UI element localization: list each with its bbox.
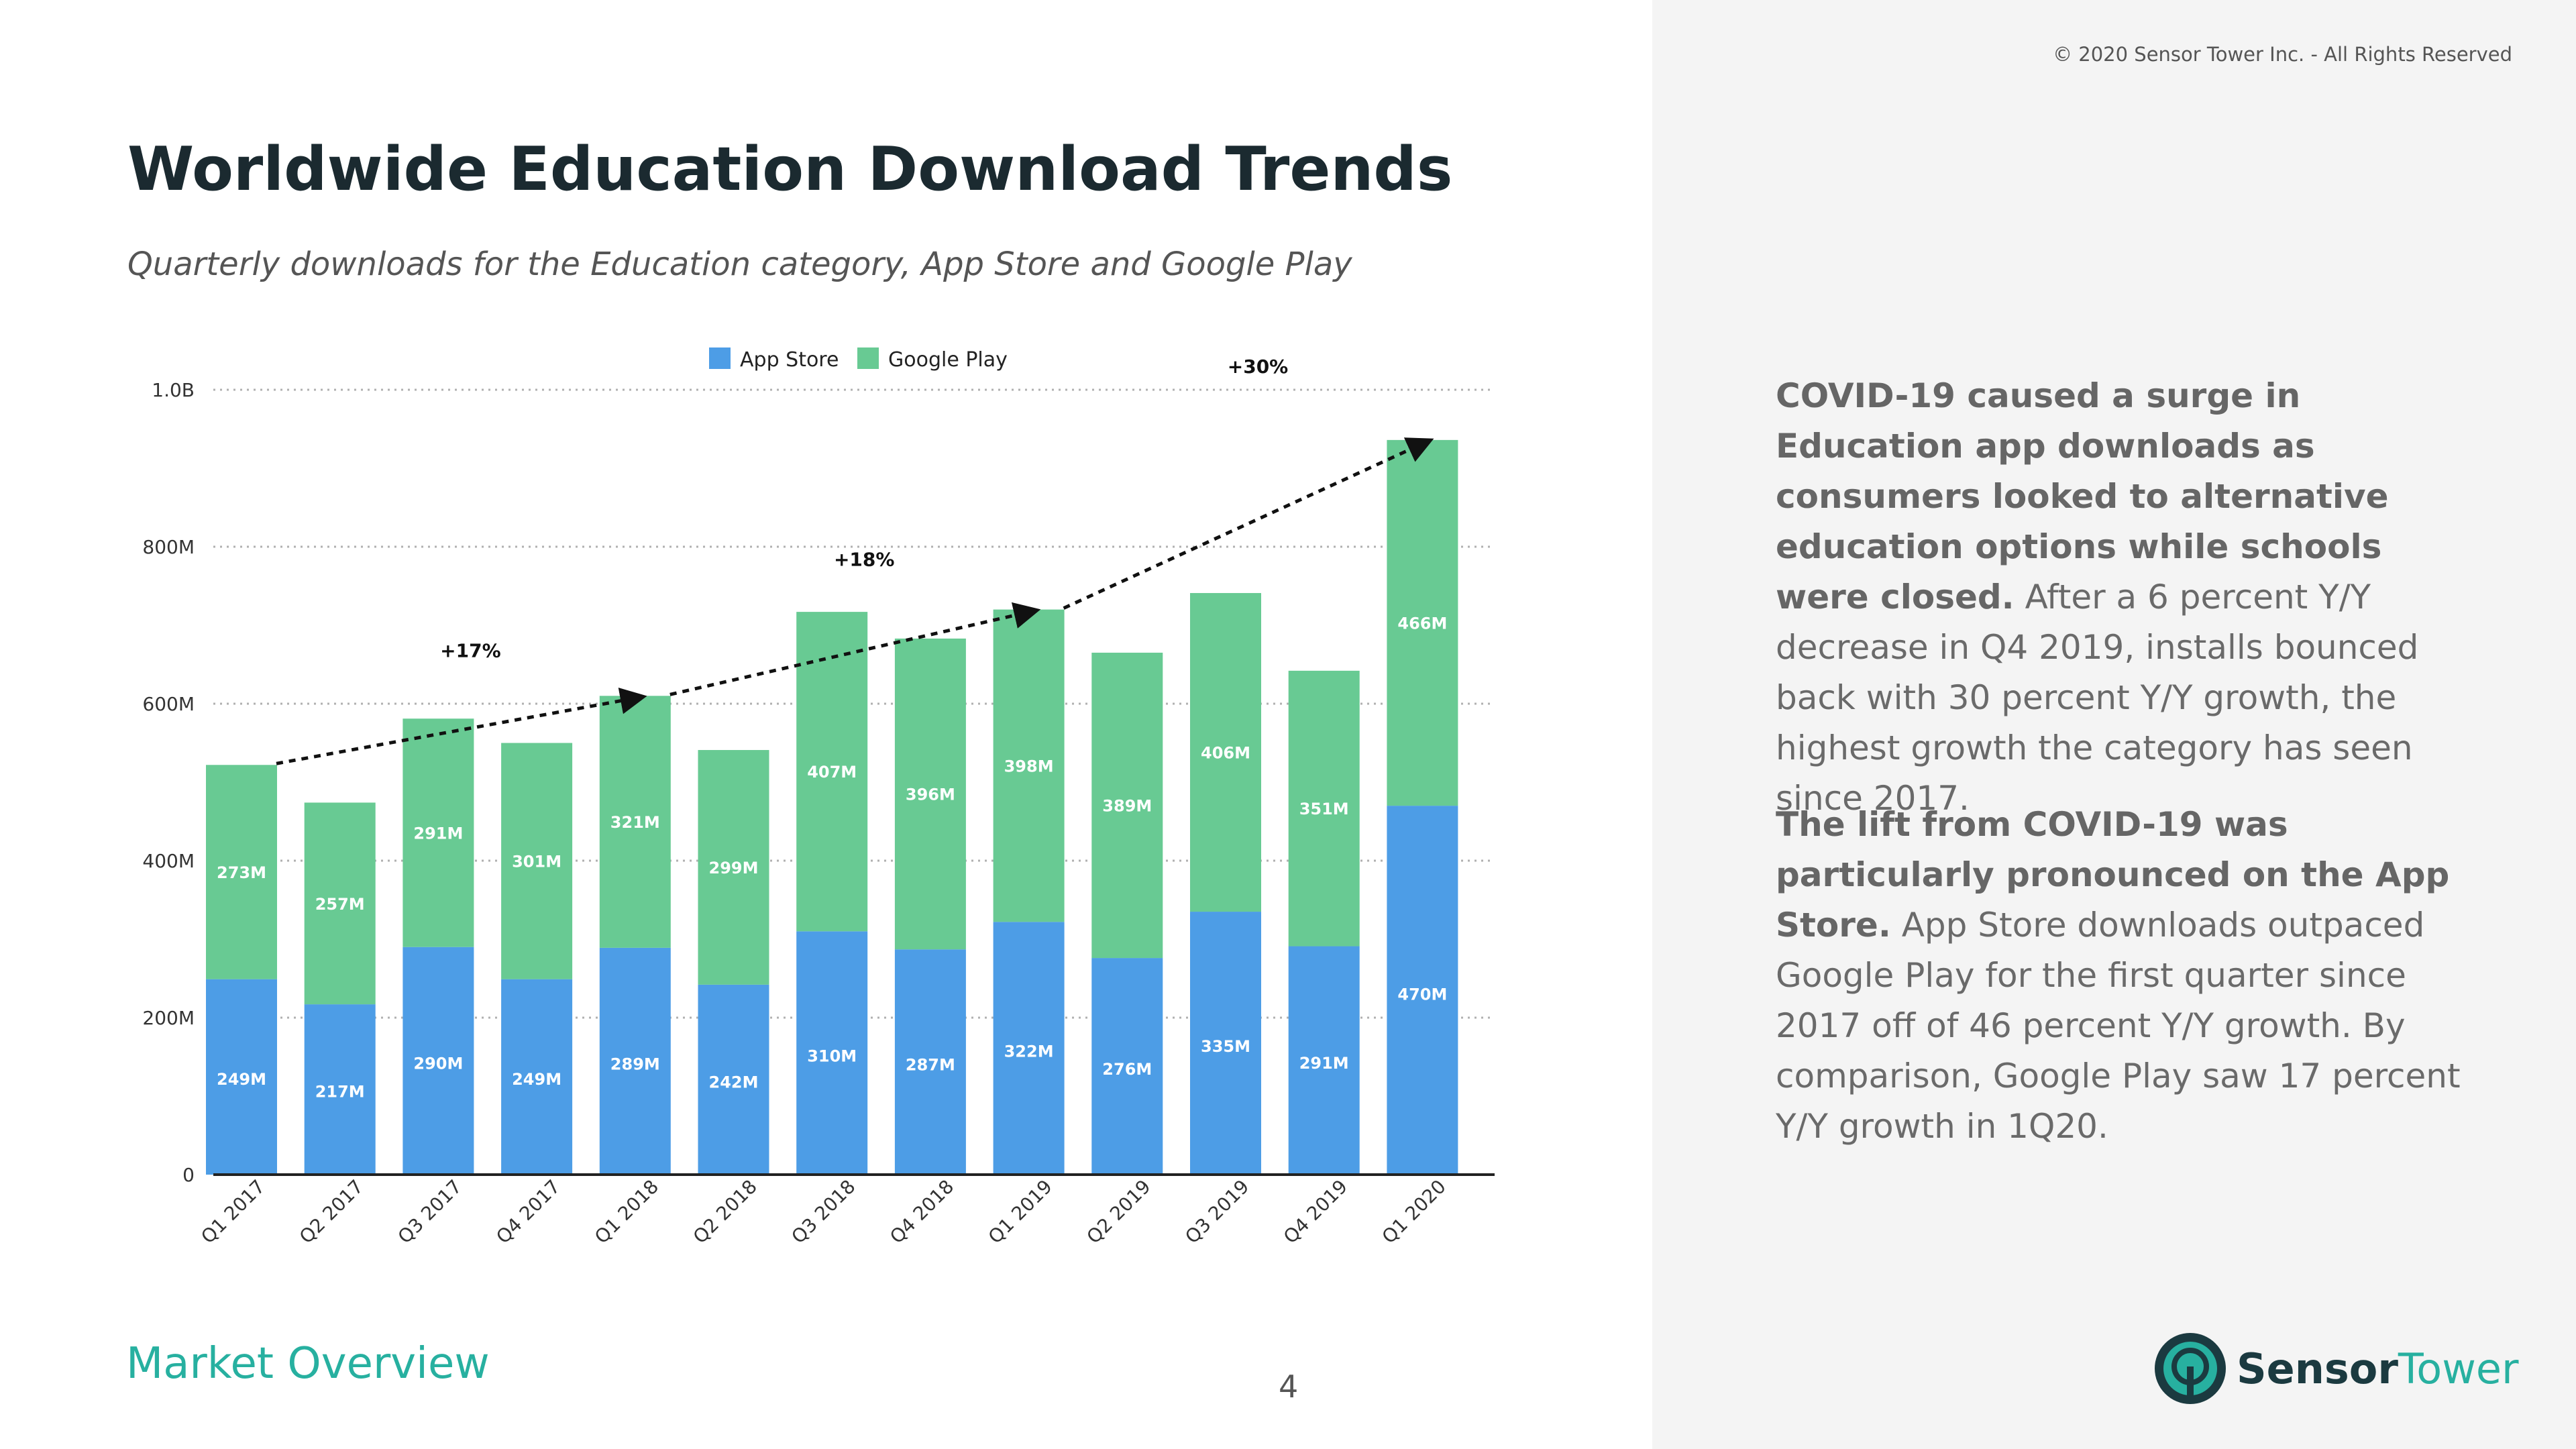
bar-value-label-google-play: 321M: [610, 813, 660, 832]
x-tick-label: Q4 2019: [1279, 1175, 1352, 1248]
bar-google-play: [402, 718, 474, 947]
growth-arrow: [669, 602, 1041, 696]
bar-app-store: [1288, 946, 1360, 1175]
growth-annotation-label: +18%: [834, 549, 894, 571]
bar-value-label-app-store: 335M: [1201, 1037, 1250, 1056]
x-tick-label: Q1 2017: [197, 1175, 269, 1248]
bar-value-label-app-store: 276M: [1102, 1060, 1152, 1079]
bar-app-store: [894, 949, 966, 1175]
section-label: Market Overview: [126, 1339, 490, 1389]
x-tick-label: Q1 2018: [590, 1175, 663, 1248]
bar-app-store: [501, 979, 573, 1175]
logo-brand-light: Tower: [2398, 1344, 2519, 1393]
bar-value-label-google-play: 396M: [906, 786, 955, 804]
legend-swatch: [709, 347, 731, 369]
bar-value-label-google-play: 301M: [512, 853, 561, 871]
insight-2-text: App Store downloads outpaced Google Play…: [1776, 906, 2461, 1146]
legend-label: Google Play: [888, 348, 1008, 372]
y-tick-label: 800M: [142, 536, 195, 558]
bar-value-label-app-store: 249M: [217, 1070, 266, 1089]
bar-value-label-google-play: 466M: [1397, 614, 1447, 633]
bar-app-store: [1190, 912, 1261, 1175]
growth-annotation-label: +17%: [440, 640, 500, 662]
bar-value-label-app-store: 242M: [709, 1073, 759, 1091]
x-tick-label: Q3 2018: [787, 1175, 859, 1248]
bar-value-label-google-play: 291M: [413, 824, 463, 843]
y-tick-label: 0: [182, 1164, 195, 1186]
insight-1-bold: COVID-19 caused a surge in Education app…: [1776, 376, 2389, 616]
bar-google-play: [698, 750, 769, 985]
bar-google-play: [1288, 670, 1360, 947]
x-tick-label: Q2 2017: [295, 1175, 368, 1248]
bar-value-label-app-store: 290M: [413, 1055, 463, 1073]
bar-google-play: [501, 743, 573, 979]
bar-google-play: [894, 638, 966, 950]
insight-paragraph-1: COVID-19 caused a surge in Education app…: [1776, 371, 2473, 824]
bar-value-label-app-store: 291M: [1299, 1054, 1349, 1073]
bar-value-label-app-store: 310M: [807, 1046, 857, 1065]
bar-app-store: [402, 947, 474, 1175]
bar-app-store: [796, 931, 868, 1175]
page-title: Worldwide Education Download Trends: [127, 134, 1453, 205]
bar-value-label-google-play: 351M: [1299, 800, 1349, 818]
bar-google-play: [796, 612, 868, 932]
insight-2-bold: The lift from COVID-19 was particularly …: [1776, 805, 2450, 945]
growth-annotation-label: +30%: [1228, 356, 1288, 378]
bar-google-play: [1387, 439, 1458, 806]
page-number: 4: [1279, 1368, 1299, 1405]
x-tick-label: Q2 2019: [1082, 1175, 1155, 1248]
x-tick-label: Q2 2018: [689, 1175, 761, 1248]
bar-google-play: [304, 802, 376, 1005]
x-tick-label: Q3 2017: [394, 1175, 466, 1248]
right-panel: [1652, 0, 2576, 1449]
sensortower-logo: SensorTower: [2153, 1328, 2519, 1409]
bar-app-store: [206, 979, 277, 1175]
y-tick-label: 600M: [142, 693, 195, 715]
bar-value-label-app-store: 322M: [1004, 1042, 1054, 1061]
bar-app-store: [698, 984, 769, 1175]
bar-value-label-app-store: 249M: [512, 1070, 561, 1089]
bar-value-label-google-play: 407M: [807, 763, 857, 782]
y-tick-label: 200M: [142, 1007, 195, 1029]
page-subtitle: Quarterly downloads for the Education ca…: [127, 246, 1352, 283]
sensortower-logo-icon: [2155, 1333, 2226, 1404]
bar-app-store: [1091, 958, 1163, 1175]
bar-app-store: [599, 947, 671, 1175]
bar-value-label-app-store: 289M: [610, 1055, 660, 1073]
bar-value-label-google-play: 299M: [709, 859, 759, 877]
insight-paragraph-2: The lift from COVID-19 was particularly …: [1776, 800, 2473, 1152]
bar-value-label-app-store: 287M: [906, 1055, 955, 1074]
growth-arrow: [1063, 437, 1434, 610]
bar-value-label-google-play: 406M: [1201, 744, 1250, 763]
y-tick-label: 400M: [142, 850, 195, 872]
bar-google-play: [599, 696, 671, 948]
bar-value-label-google-play: 273M: [217, 863, 266, 882]
legend-label: App Store: [740, 348, 839, 372]
legend-swatch: [857, 347, 879, 369]
bar-value-label-google-play: 398M: [1004, 757, 1054, 775]
bar-value-label-app-store: 217M: [315, 1083, 365, 1102]
copyright-notice: © 2020 Sensor Tower Inc. - All Rights Re…: [2053, 43, 2512, 66]
bar-app-store: [304, 1004, 376, 1175]
bar-google-play: [206, 765, 277, 979]
growth-arrow: [276, 688, 647, 765]
bar-app-store: [1387, 806, 1458, 1175]
bar-google-play: [1091, 652, 1163, 959]
x-tick-label: Q1 2020: [1378, 1175, 1450, 1248]
bar-google-play: [1190, 593, 1261, 912]
bar-value-label-app-store: 470M: [1397, 985, 1447, 1004]
logo-wordmark: SensorTower: [2237, 1344, 2519, 1393]
bar-value-label-google-play: 389M: [1102, 797, 1152, 816]
x-tick-label: Q4 2017: [492, 1175, 564, 1248]
x-tick-label: Q4 2018: [885, 1175, 958, 1248]
y-tick-label: 1.0B: [152, 379, 195, 401]
chart: 0 200M 400M 600M 800M 1.0B App Store Google Pla…: [142, 347, 1495, 1248]
bar-app-store: [993, 922, 1065, 1175]
insight-1-text: After a 6 percent Y/Y decrease in Q4 201…: [1776, 578, 2419, 818]
x-tick-label: Q1 2019: [984, 1175, 1057, 1248]
x-tick-label: Q3 2019: [1181, 1175, 1253, 1248]
logo-brand-bold: Sensor: [2237, 1344, 2398, 1393]
bar-value-label-google-play: 257M: [315, 895, 365, 914]
bar-google-play: [993, 609, 1065, 922]
